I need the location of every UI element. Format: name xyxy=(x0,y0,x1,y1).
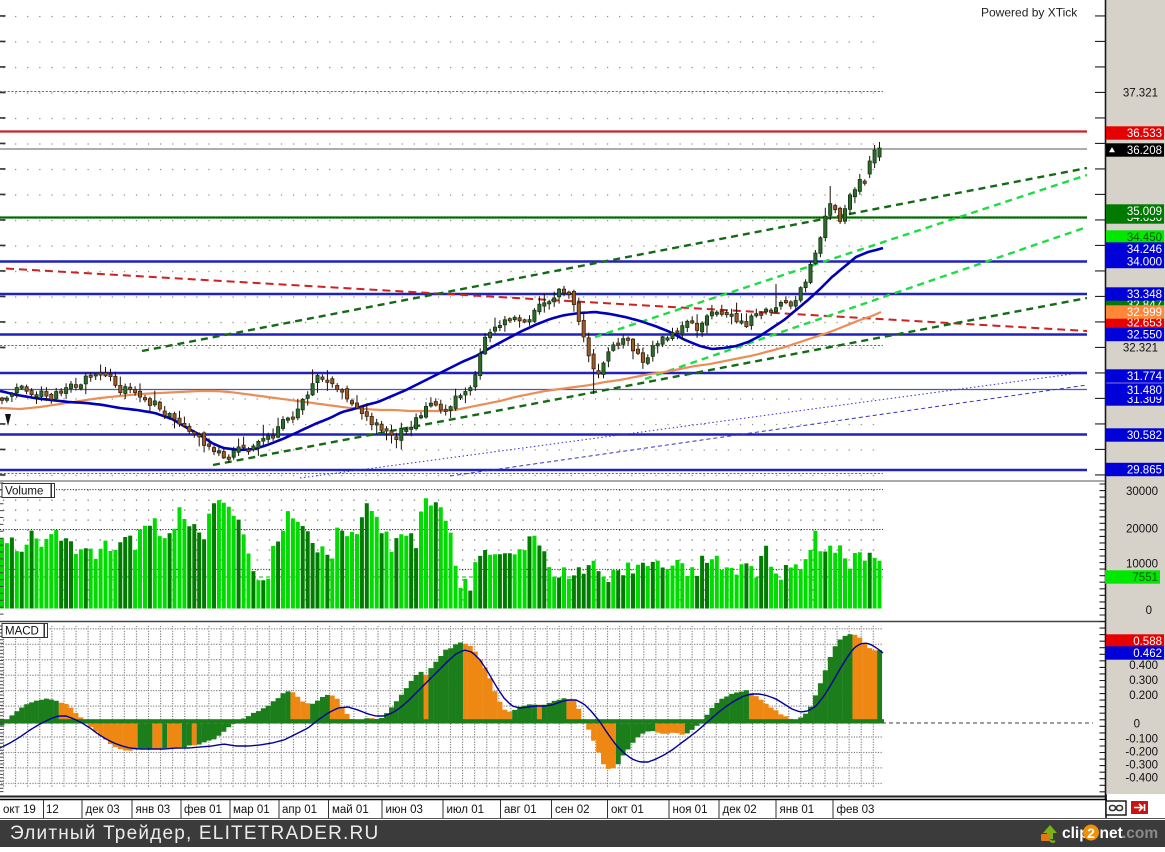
svg-text:окт 01: окт 01 xyxy=(611,804,644,816)
svg-text:33.348: 33.348 xyxy=(1127,289,1162,301)
svg-text:31.480: 31.480 xyxy=(1127,385,1162,397)
svg-text:июл 01: июл 01 xyxy=(447,804,485,816)
svg-text:дек 03: дек 03 xyxy=(86,804,120,816)
svg-text:авг 01: авг 01 xyxy=(504,804,537,816)
svg-text:фев 03: фев 03 xyxy=(837,804,875,816)
svg-text:32.550: 32.550 xyxy=(1127,330,1162,342)
svg-text:0: 0 xyxy=(1146,605,1152,617)
svg-text:ноя 01: ноя 01 xyxy=(673,804,708,816)
svg-text:янв 03: янв 03 xyxy=(136,804,171,816)
svg-text:окт 19: окт 19 xyxy=(3,804,36,816)
svg-text:36.533: 36.533 xyxy=(1127,128,1162,140)
svg-text:35.009: 35.009 xyxy=(1127,206,1162,218)
svg-text:clip: clip xyxy=(1062,825,1089,842)
svg-text:29.865: 29.865 xyxy=(1127,465,1162,477)
svg-text:32.653: 32.653 xyxy=(1127,318,1162,330)
svg-text:36.208: 36.208 xyxy=(1127,145,1162,157)
svg-text:12: 12 xyxy=(46,804,59,816)
svg-text:апр 01: апр 01 xyxy=(282,804,317,816)
svg-text:10000: 10000 xyxy=(1126,559,1158,571)
svg-text:34.246: 34.246 xyxy=(1127,244,1162,256)
svg-text:-0.400: -0.400 xyxy=(1125,773,1158,785)
svg-text:0.588: 0.588 xyxy=(1133,636,1162,648)
svg-text:-0.200: -0.200 xyxy=(1125,747,1158,759)
svg-text:Элитный Трейдер, ELITETRADER.R: Элитный Трейдер, ELITETRADER.RU xyxy=(10,823,379,844)
svg-text:7551: 7551 xyxy=(1132,572,1158,584)
svg-text:37.321: 37.321 xyxy=(1123,88,1158,100)
svg-text:мар 01: мар 01 xyxy=(233,804,270,816)
svg-text:янв 01: янв 01 xyxy=(780,804,815,816)
svg-text:-0.300: -0.300 xyxy=(1125,760,1158,772)
svg-text:0.400: 0.400 xyxy=(1129,660,1158,672)
svg-text:Powered by XTick: Powered by XTick xyxy=(981,6,1078,20)
svg-text:31.309: 31.309 xyxy=(1127,394,1162,406)
svg-text:32.999: 32.999 xyxy=(1127,307,1162,319)
svg-text:30000: 30000 xyxy=(1126,486,1158,498)
svg-text:-0.100: -0.100 xyxy=(1125,734,1158,746)
svg-text:34.450: 34.450 xyxy=(1127,232,1162,244)
svg-text:.com: .com xyxy=(1122,825,1158,842)
svg-text:июн 03: июн 03 xyxy=(386,804,423,816)
svg-text:Volume: Volume xyxy=(5,486,43,498)
svg-text:net: net xyxy=(1100,825,1123,842)
svg-text:0: 0 xyxy=(1134,719,1140,731)
svg-text:дек 02: дек 02 xyxy=(723,804,757,816)
svg-text:MACD: MACD xyxy=(5,626,39,638)
svg-text:0.300: 0.300 xyxy=(1129,675,1158,687)
svg-text:32.321: 32.321 xyxy=(1123,343,1158,355)
svg-text:сен 02: сен 02 xyxy=(555,804,589,816)
svg-text:34.000: 34.000 xyxy=(1127,257,1162,269)
svg-text:31.774: 31.774 xyxy=(1127,371,1163,383)
svg-text:20000: 20000 xyxy=(1126,524,1158,536)
svg-text:30.582: 30.582 xyxy=(1127,430,1162,442)
svg-text:май 01: май 01 xyxy=(332,804,369,816)
svg-text:0.200: 0.200 xyxy=(1129,690,1158,702)
svg-text:0.462: 0.462 xyxy=(1133,648,1162,660)
svg-text:2: 2 xyxy=(1087,825,1095,841)
svg-text:фев 01: фев 01 xyxy=(184,804,222,816)
